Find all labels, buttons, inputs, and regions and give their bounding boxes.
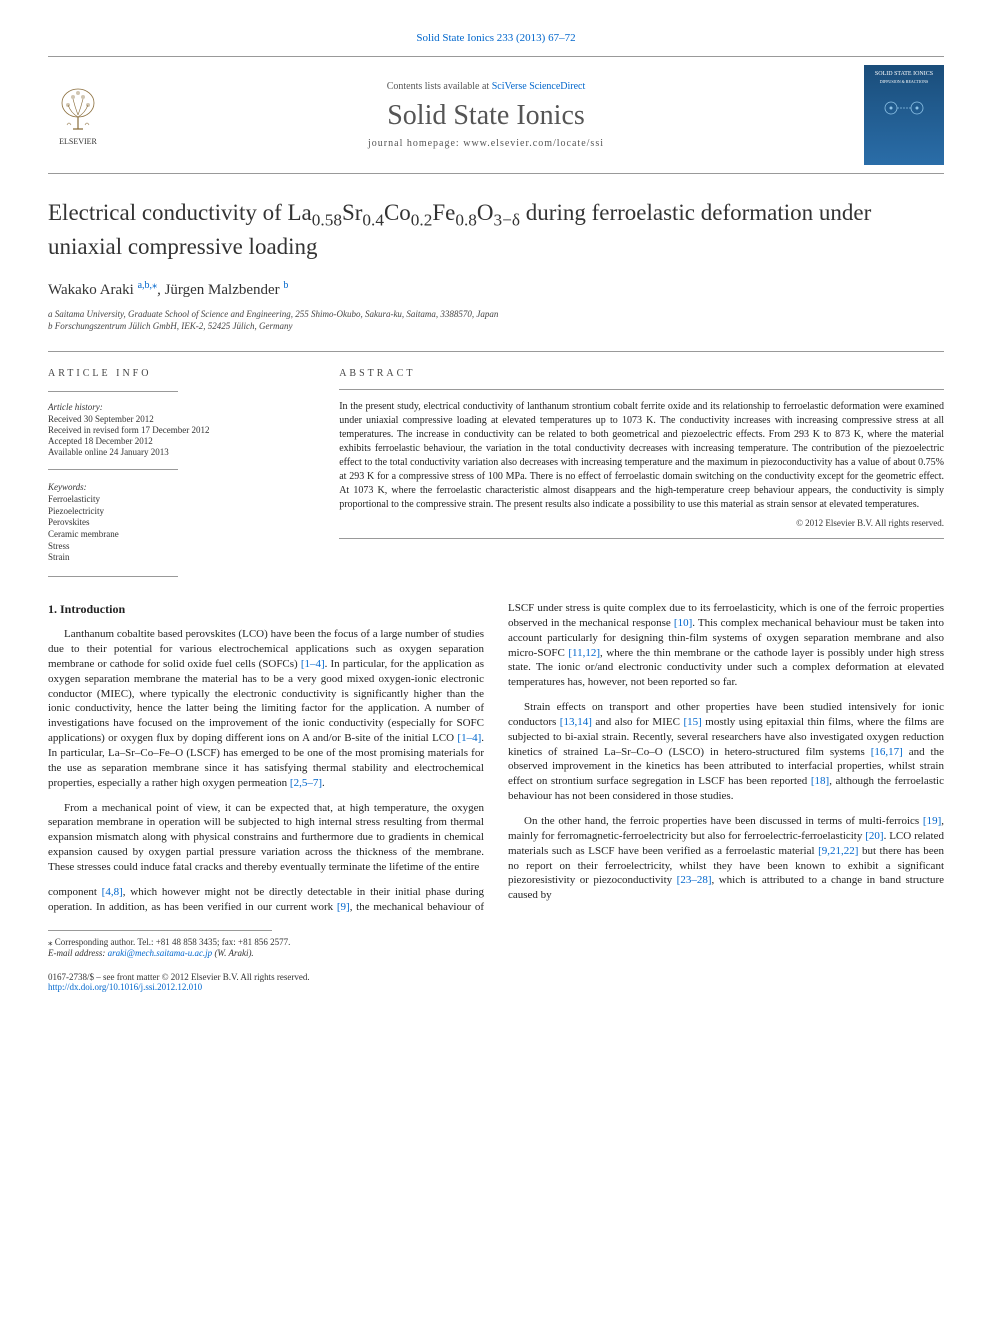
ref-link[interactable]: [2,5–7]: [290, 777, 322, 789]
body-paragraph: Lanthanum cobaltite based perovskites (L…: [48, 627, 484, 790]
header-center: Contents lists available at SciVerse Sci…: [108, 81, 864, 149]
title-sub: 0.4: [362, 211, 384, 230]
keyword: Ferroelasticity: [48, 494, 307, 506]
issn-line: 0167-2738/$ – see front matter © 2012 El…: [48, 972, 310, 982]
keyword: Ceramic membrane: [48, 529, 307, 541]
ref-link[interactable]: [4,8]: [102, 886, 123, 898]
divider: [339, 538, 944, 539]
received-date: Received 30 September 2012: [48, 414, 307, 424]
ref-link[interactable]: [20]: [865, 830, 883, 842]
homepage-url: www.elsevier.com/locate/ssi: [463, 138, 604, 149]
abstract-column: ABSTRACT In the present study, electrica…: [339, 368, 944, 577]
body-section: 1. Introduction Lanthanum cobaltite base…: [48, 601, 944, 914]
body-columns: 1. Introduction Lanthanum cobaltite base…: [48, 601, 944, 914]
affiliation-a: a Saitama University, Graduate School of…: [48, 309, 944, 319]
title-text: Electrical conductivity of La: [48, 200, 312, 225]
online-date: Available online 24 January 2013: [48, 447, 307, 457]
title-sub: 0.8: [455, 211, 477, 230]
ref-link[interactable]: [16,17]: [871, 746, 903, 758]
divider: [48, 469, 178, 470]
elsevier-logo: ELSEVIER: [48, 80, 108, 150]
doi-link[interactable]: http://dx.doi.org/10.1016/j.ssi.2012.12.…: [48, 982, 202, 992]
footer-divider: [48, 930, 272, 931]
body-text: .: [322, 777, 325, 789]
corresponding-author-note: ⁎ Corresponding author. Tel.: +81 48 858…: [48, 937, 944, 948]
ref-link[interactable]: [1–4]: [457, 732, 481, 744]
footer-left: 0167-2738/$ – see front matter © 2012 El…: [48, 972, 310, 992]
ref-link[interactable]: [11,12]: [568, 647, 600, 659]
ref-link[interactable]: [19]: [923, 815, 941, 827]
intro-heading: 1. Introduction: [48, 601, 484, 617]
body-text: On the other hand, the ferroic propertie…: [524, 815, 923, 827]
keyword: Perovskites: [48, 517, 307, 529]
keyword: Stress: [48, 541, 307, 553]
info-abstract-row: ARTICLE INFO Article history: Received 3…: [48, 351, 944, 577]
author-affil-link[interactable]: b: [283, 280, 288, 291]
cover-title: SOLID STATE IONICS: [875, 71, 933, 78]
ref-link[interactable]: [10]: [674, 617, 692, 629]
title-sub: 0.58: [312, 211, 342, 230]
email-suffix: (W. Araki).: [212, 948, 254, 958]
keyword: Strain: [48, 552, 307, 564]
homepage-line: journal homepage: www.elsevier.com/locat…: [108, 138, 864, 149]
body-text: and also for MIEC: [592, 716, 684, 728]
revised-date: Received in revised form 17 December 201…: [48, 425, 307, 435]
author-name: Jürgen Malzbender: [165, 282, 284, 298]
journal-name: Solid State Ionics: [108, 100, 864, 132]
title-sub: 0.2: [411, 211, 433, 230]
elsevier-tree-icon: [53, 85, 103, 135]
abstract-label: ABSTRACT: [339, 368, 944, 379]
abstract-copyright: © 2012 Elsevier B.V. All rights reserved…: [339, 518, 944, 528]
author-affil-link[interactable]: a,b,: [138, 280, 152, 291]
body-paragraph: From a mechanical point of view, it can …: [48, 801, 484, 875]
sciverse-link[interactable]: SciVerse ScienceDirect: [492, 81, 586, 92]
corresponding-email-line: E-mail address: araki@mech.saitama-u.ac.…: [48, 948, 944, 958]
citation-header: Solid State Ionics 233 (2013) 67–72: [48, 32, 944, 44]
page-footer: 0167-2738/$ – see front matter © 2012 El…: [48, 972, 944, 992]
body-text: . In particular, for the application as …: [48, 658, 484, 744]
article-info-label: ARTICLE INFO: [48, 368, 307, 379]
article-info-column: ARTICLE INFO Article history: Received 3…: [48, 368, 307, 577]
author-name: Wakako Araki: [48, 282, 138, 298]
homepage-prefix: journal homepage:: [368, 138, 463, 149]
ref-link[interactable]: [9]: [337, 901, 350, 913]
author-list: Wakako Araki a,b,⁎, Jürgen Malzbender b: [48, 280, 944, 299]
title-text: O: [477, 200, 494, 225]
accepted-date: Accepted 18 December 2012: [48, 436, 307, 446]
body-paragraph: Strain effects on transport and other pr…: [508, 700, 944, 804]
title-sub: 3−δ: [494, 211, 520, 230]
article-title: Electrical conductivity of La0.58Sr0.4Co…: [48, 198, 944, 262]
citation-link[interactable]: Solid State Ionics 233 (2013) 67–72: [416, 32, 575, 44]
divider: [48, 391, 178, 392]
keyword: Piezoelectricity: [48, 506, 307, 518]
author-sep: ,: [157, 282, 165, 298]
ref-link[interactable]: [1–4]: [301, 658, 325, 670]
body-text: component: [48, 886, 102, 898]
contents-prefix: Contents lists available at: [387, 81, 492, 92]
history-label: Article history:: [48, 402, 307, 412]
journal-header-bar: ELSEVIER Contents lists available at Sci…: [48, 56, 944, 174]
title-text: Fe: [432, 200, 455, 225]
cover-diagram-icon: [879, 93, 929, 123]
cover-subtitle: DIFFUSION & REACTIONS: [880, 80, 928, 85]
title-text: Co: [384, 200, 411, 225]
keywords-label: Keywords:: [48, 482, 307, 492]
email-link[interactable]: araki@mech.saitama-u.ac.jp: [108, 948, 213, 958]
ref-link[interactable]: [23–28]: [677, 874, 712, 886]
ref-link[interactable]: [15]: [683, 716, 701, 728]
email-label: E-mail address:: [48, 948, 108, 958]
divider: [339, 389, 944, 390]
elsevier-label: ELSEVIER: [59, 137, 97, 146]
contents-line: Contents lists available at SciVerse Sci…: [108, 81, 864, 92]
ref-link[interactable]: [13,14]: [560, 716, 592, 728]
ref-link[interactable]: [18]: [811, 775, 829, 787]
title-text: Sr: [342, 200, 362, 225]
ref-link[interactable]: [9,21,22]: [818, 845, 858, 857]
abstract-text: In the present study, electrical conduct…: [339, 400, 944, 512]
body-paragraph: On the other hand, the ferroic propertie…: [508, 814, 944, 903]
divider: [48, 576, 178, 577]
journal-cover-thumbnail: SOLID STATE IONICS DIFFUSION & REACTIONS: [864, 65, 944, 165]
affiliation-b: b Forschungszentrum Jülich GmbH, IEK-2, …: [48, 321, 944, 331]
